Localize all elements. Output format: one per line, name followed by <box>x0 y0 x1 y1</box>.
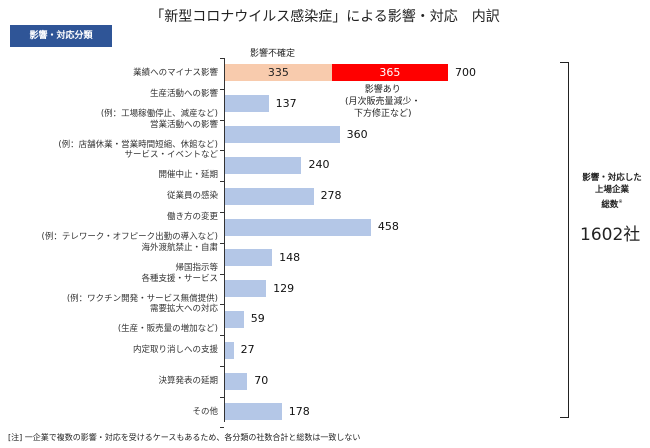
bar <box>225 187 314 205</box>
category-label: (例：工場稼働停止、減産など) <box>100 108 218 119</box>
annotation-affected: 影響あり (月次販売量減少・ 下方修正など) <box>345 84 421 120</box>
category-header-badge: 影響・対応分類 <box>10 25 112 47</box>
bar <box>225 280 267 298</box>
total-count: 1602社 <box>580 225 641 245</box>
value-label: 137 <box>275 96 297 110</box>
axis-tick <box>220 335 224 336</box>
category-label: 従業員の感染 <box>166 191 218 202</box>
total-caption-line: 影響・対応した <box>582 173 642 183</box>
axis-tick <box>220 243 224 244</box>
annotation-uncertain: 影響不確定 <box>250 49 296 59</box>
annotation-affected-line: (月次販売量減少・ <box>345 97 421 107</box>
bar <box>225 341 234 359</box>
category-label: (例：ワクチン開発・サービス無償提供) <box>66 293 218 304</box>
total-caption: 影響・対応した 上場企業 総数※ <box>574 172 650 211</box>
axis-tick <box>220 120 224 121</box>
bar <box>225 126 340 144</box>
value-label: 27 <box>240 343 255 357</box>
value-label: 178 <box>288 404 310 418</box>
category-label: 決算発表の延期 <box>158 376 218 386</box>
category-label: その他 <box>192 406 218 417</box>
value-label: 129 <box>273 281 295 295</box>
category-label: 営業活動への影響 <box>149 119 218 130</box>
axis-tick <box>220 181 224 182</box>
bar <box>225 95 269 113</box>
category-label: 需要拡大への対応 <box>149 304 218 315</box>
category-label: 業績へのマイナス影響 <box>133 68 218 78</box>
axis-tick <box>220 212 224 213</box>
category-label: 各種支援・サービス <box>141 273 218 284</box>
bar <box>225 372 248 390</box>
category-label: (生産・販売量の増加など) <box>117 324 218 335</box>
category-label: (例：店舗休業・営業時間短縮、休館など) <box>58 139 218 150</box>
category-label: 生産活動への影響 <box>149 88 218 99</box>
total-caption-line: 上場企業 <box>594 185 629 195</box>
bar <box>225 403 282 421</box>
axis-tick <box>220 366 224 367</box>
note-mark: ※ <box>618 199 623 205</box>
axis-tick <box>220 304 224 305</box>
value-label: 240 <box>308 158 330 172</box>
bar <box>225 310 244 328</box>
value-label: 148 <box>279 250 301 264</box>
chart-title: 「新型コロナウイルス感染症」による影響・対応 内訳 <box>150 9 500 25</box>
category-label: 海外渡航禁止・自粛 <box>141 242 218 253</box>
axis-tick <box>220 89 224 90</box>
footnote: [注] 一企業で複数の影響・対応を受けるケースもあるため、各分類の社数合計と総数… <box>8 433 361 442</box>
axis-tick <box>220 274 224 275</box>
value-label: 70 <box>254 374 269 387</box>
axis-tick <box>220 397 224 398</box>
total-bracket <box>560 62 569 418</box>
category-label: サービス・イベントなど <box>124 150 218 161</box>
annotation-affected-line: 影響あり <box>364 85 401 95</box>
value-label: 59 <box>250 312 265 326</box>
axis-tick <box>220 150 224 151</box>
bar <box>225 218 371 236</box>
category-label: (例：テレワーク・オフピーク出勤の導入など) <box>41 232 218 242</box>
bar <box>225 249 273 267</box>
bar <box>225 156 302 174</box>
value-label: 700 <box>455 66 476 79</box>
category-label: 働き方の変更 <box>166 212 218 222</box>
value-label: 278 <box>320 189 342 203</box>
category-label: 帰国指示等 <box>175 262 218 273</box>
y-axis <box>224 58 225 422</box>
stacked-bar-segment: 335 <box>225 64 332 81</box>
value-label: 458 <box>377 220 399 233</box>
annotation-affected-line: 下方修正など) <box>354 109 412 119</box>
total-caption-line: 総数 <box>601 199 619 210</box>
axis-tick <box>220 58 224 59</box>
category-label: 内定取り消しへの支援 <box>132 345 218 356</box>
category-label: 開催中止・延期 <box>158 170 218 181</box>
axis-tick <box>220 427 224 428</box>
value-label: 360 <box>346 127 368 141</box>
stacked-bar-segment: 365 <box>331 64 448 81</box>
